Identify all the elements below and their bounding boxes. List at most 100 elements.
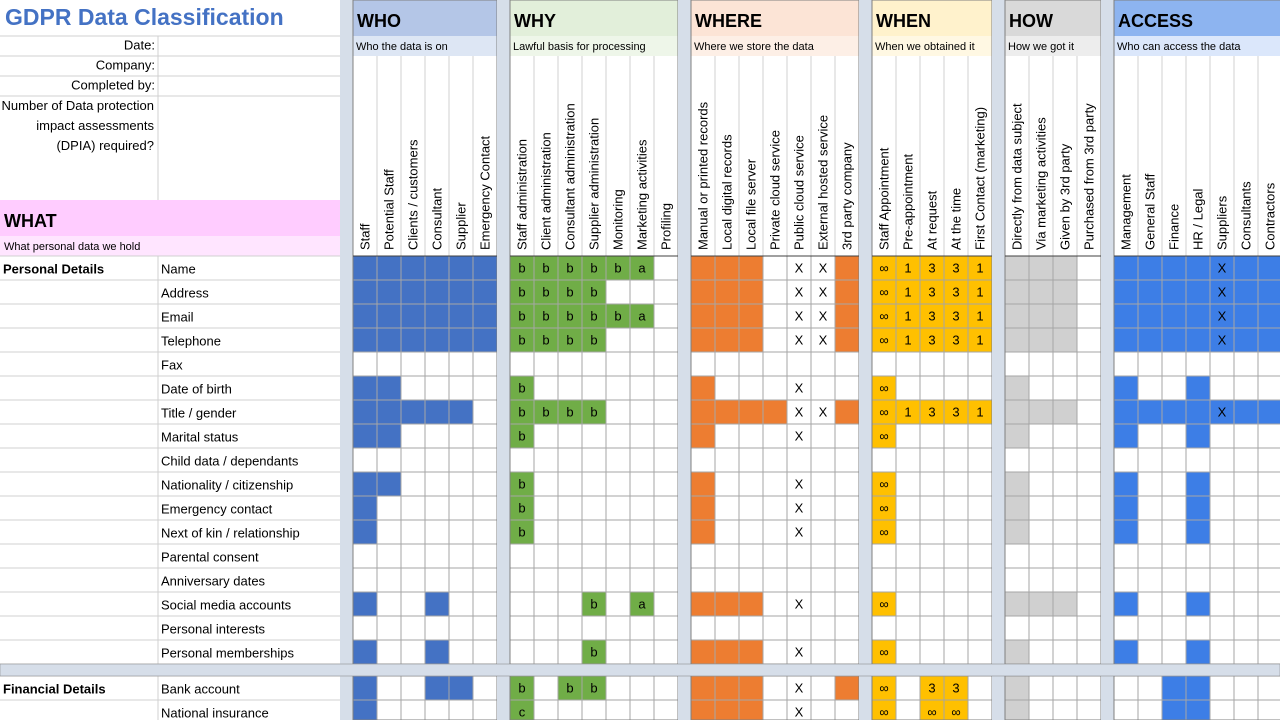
cell xyxy=(810,255,836,281)
filled-cell xyxy=(424,255,450,281)
cell xyxy=(1161,519,1187,545)
cell xyxy=(967,351,993,377)
filled-cell xyxy=(714,303,740,329)
filled-cell xyxy=(690,303,716,329)
filled-cell xyxy=(1028,399,1054,425)
cell-text: b xyxy=(590,680,597,695)
filled-cell xyxy=(871,423,897,449)
cell xyxy=(1137,375,1163,401)
cell xyxy=(557,375,583,401)
cell xyxy=(472,423,498,449)
cell xyxy=(1257,471,1280,497)
cell xyxy=(786,567,812,593)
cell xyxy=(1257,591,1280,617)
cell xyxy=(1209,591,1235,617)
cell xyxy=(834,375,860,401)
cell-text: a xyxy=(638,308,646,323)
filled-cell xyxy=(834,279,860,305)
cell xyxy=(895,675,921,701)
field-label: Number of Data protection impact assessm… xyxy=(1,98,154,153)
section-labels-bg xyxy=(1114,56,1280,256)
cell xyxy=(581,471,607,497)
cell xyxy=(424,351,450,377)
filled-cell xyxy=(533,279,559,305)
cell xyxy=(400,375,426,401)
cell-text: b xyxy=(590,284,597,299)
cell xyxy=(509,543,535,569)
cell-text: c xyxy=(519,704,526,719)
cell xyxy=(943,519,969,545)
cell xyxy=(1185,351,1211,377)
cell xyxy=(472,447,498,473)
sheet-title: GDPR Data Classification xyxy=(5,4,284,30)
cell-text: ∞ xyxy=(879,680,888,695)
cell xyxy=(1137,519,1163,545)
filled-cell xyxy=(1233,255,1259,281)
cell xyxy=(400,423,426,449)
cell xyxy=(1161,567,1187,593)
cell-text: b xyxy=(566,284,573,299)
filled-cell xyxy=(1257,279,1280,305)
cell xyxy=(472,567,498,593)
cell xyxy=(871,543,897,569)
filled-cell xyxy=(352,495,378,521)
filled-cell xyxy=(1004,327,1030,353)
cell xyxy=(1257,543,1280,569)
column-label: Clients / customers xyxy=(405,139,420,250)
cell xyxy=(1052,447,1078,473)
filled-cell xyxy=(834,675,860,701)
cell xyxy=(1076,543,1102,569)
filled-cell xyxy=(967,279,993,305)
separator xyxy=(992,0,1005,720)
cell-text: b xyxy=(518,500,525,515)
cell xyxy=(629,699,655,720)
filled-cell xyxy=(738,639,764,665)
cell-text: ∞ xyxy=(879,644,888,659)
cell xyxy=(1052,639,1078,665)
cell xyxy=(629,399,655,425)
cell xyxy=(1052,675,1078,701)
filled-cell xyxy=(1161,399,1187,425)
filled-cell xyxy=(834,303,860,329)
filled-cell xyxy=(1161,327,1187,353)
cell-text: 3 xyxy=(952,404,959,419)
filled-cell xyxy=(1113,519,1139,545)
filled-cell xyxy=(424,399,450,425)
filled-cell xyxy=(714,255,740,281)
cell xyxy=(1233,639,1259,665)
cell xyxy=(1052,519,1078,545)
cell xyxy=(1161,375,1187,401)
cell xyxy=(557,567,583,593)
filled-cell xyxy=(690,591,716,617)
filled-cell xyxy=(1185,327,1211,353)
cell xyxy=(1257,375,1280,401)
cell-text: X xyxy=(1218,284,1227,299)
cell xyxy=(762,495,788,521)
cell-text: b xyxy=(566,308,573,323)
cell xyxy=(509,615,535,641)
cell xyxy=(424,519,450,545)
cell xyxy=(714,495,740,521)
filled-cell xyxy=(1161,255,1187,281)
section-subtitle: Who can access the data xyxy=(1117,41,1241,53)
column-label: Supplier administration xyxy=(586,118,601,250)
filled-cell xyxy=(400,327,426,353)
filled-cell xyxy=(400,255,426,281)
cell xyxy=(448,639,474,665)
section-header xyxy=(1114,0,1280,36)
cell xyxy=(762,699,788,720)
column-label: Marketing activities xyxy=(634,139,649,250)
cell xyxy=(967,615,993,641)
filled-cell xyxy=(352,375,378,401)
cell xyxy=(400,495,426,521)
cell xyxy=(786,351,812,377)
section-subheader xyxy=(872,36,992,56)
cell xyxy=(400,615,426,641)
cell xyxy=(1257,699,1280,720)
cell xyxy=(810,399,836,425)
filled-cell xyxy=(1113,471,1139,497)
cell xyxy=(1257,519,1280,545)
cell-text: b xyxy=(590,596,597,611)
cell xyxy=(653,639,679,665)
cell xyxy=(1209,615,1235,641)
